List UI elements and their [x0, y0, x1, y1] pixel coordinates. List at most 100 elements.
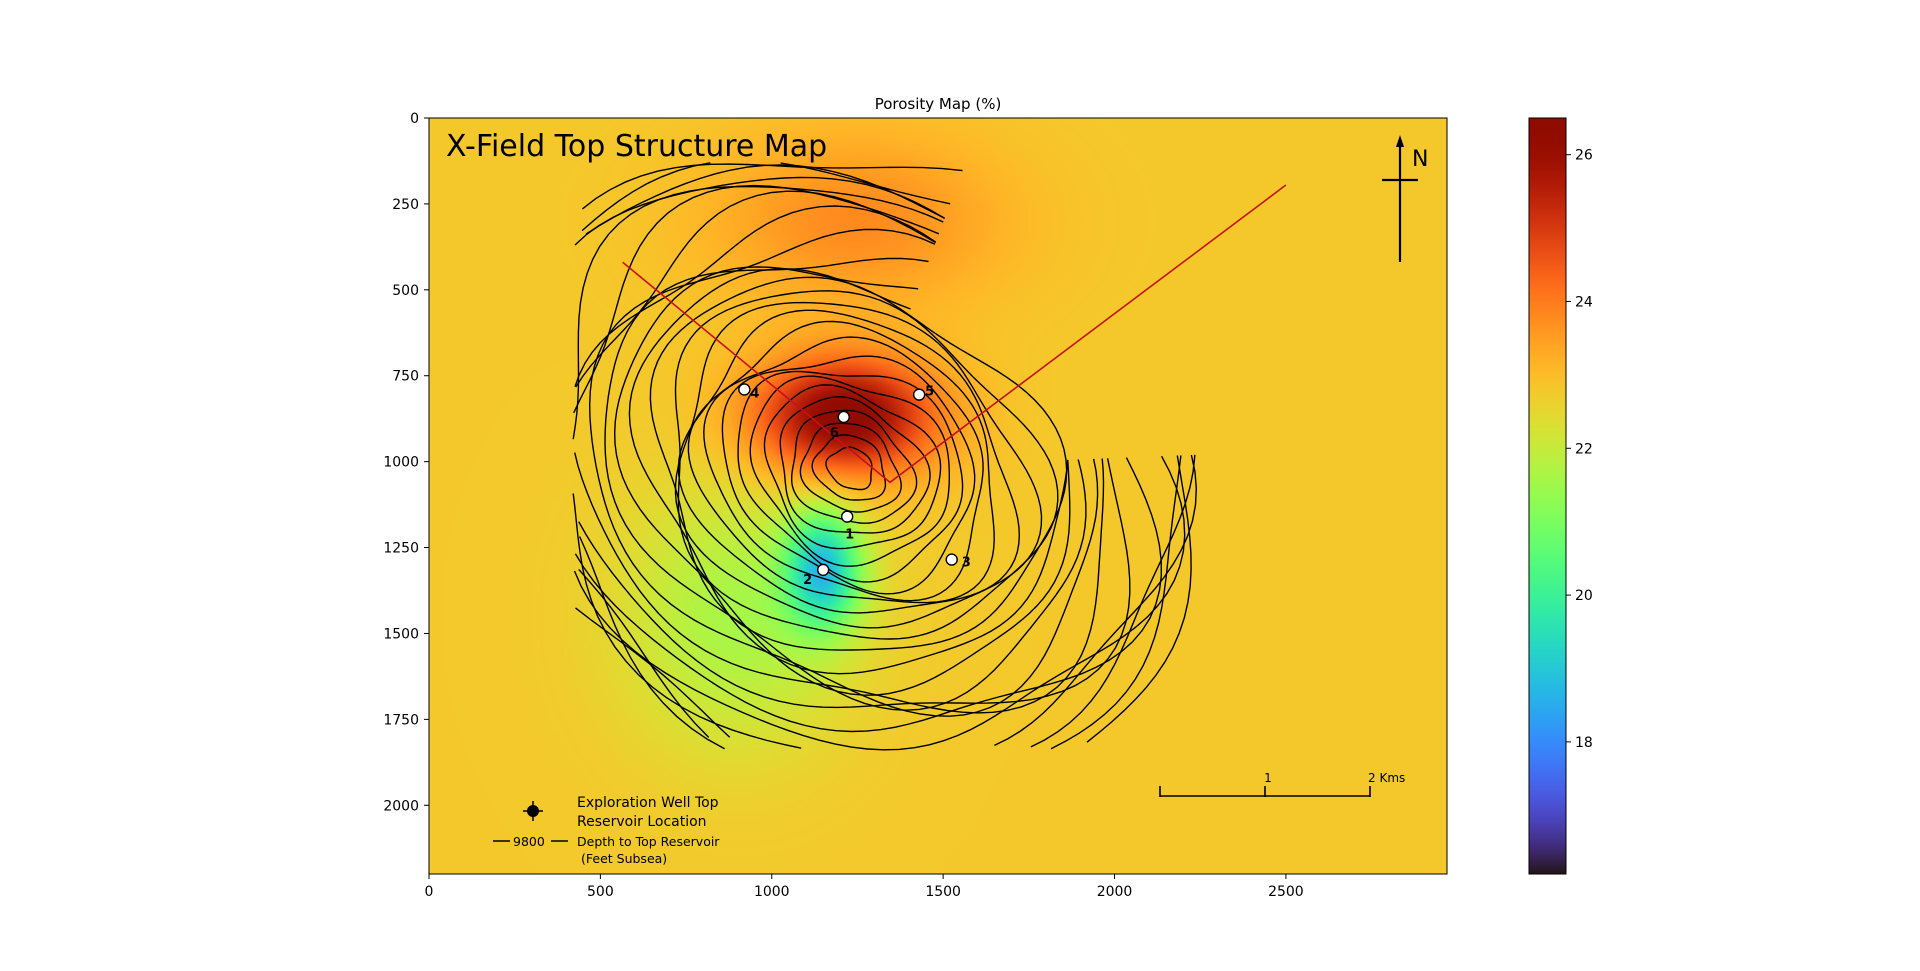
- depth-contour-line: [574, 205, 937, 387]
- y-tick-label: 250: [392, 197, 419, 213]
- well-marker: [837, 410, 850, 424]
- x-tick-label: 1000: [754, 884, 790, 900]
- well-label: 4: [750, 386, 759, 401]
- legend-well-label-2: Reservoir Location: [577, 814, 707, 830]
- depth-contour-line: [578, 536, 725, 750]
- scale-end-label: 2 Kms: [1368, 771, 1405, 785]
- depth-contour-line: [737, 370, 964, 583]
- depth-contour-line: [763, 384, 942, 550]
- depth-contour-line: [1050, 651, 1150, 750]
- colorbar-tick-label: 22: [1575, 441, 1593, 457]
- x-tick-label: 1500: [925, 884, 961, 900]
- depth-contour-line: [578, 521, 1123, 709]
- depth-contour-line: [1048, 459, 1071, 591]
- depth-contour-line: [677, 309, 1021, 614]
- scale-bar: 1 2 Kms: [1159, 771, 1405, 797]
- well-marker: [816, 563, 830, 577]
- legend-contour-label-2: (Feet Subsea): [581, 851, 667, 866]
- depth-contour-line: [1067, 458, 1099, 603]
- x-axis: 0 500 1000 1500 2000 2500: [425, 874, 1304, 900]
- colorbar-tick-label: 24: [1575, 294, 1593, 310]
- depth-contour-line: [1106, 458, 1131, 636]
- y-tick-label: 1250: [383, 541, 419, 557]
- depth-contour-line: [721, 355, 976, 595]
- y-axis: 0 250 500 750 1000 1250 1500 1750 2000: [383, 111, 429, 814]
- colorbar-ticks: 18 20 22 24 26: [1566, 148, 1593, 751]
- depth-contour-line: [573, 184, 940, 414]
- depth-contour-line: [1126, 454, 1196, 639]
- depth-contour-line: [780, 162, 951, 205]
- depth-contour-line: [1086, 661, 1166, 743]
- depth-contours: [572, 162, 1198, 751]
- colorbar-tick-label: 18: [1575, 735, 1593, 751]
- depth-contour-line: [811, 434, 887, 501]
- depth-contour-line: [575, 190, 936, 388]
- y-tick-label: 1750: [383, 712, 419, 728]
- depth-contour-line: [1164, 455, 1192, 663]
- depth-contour-line: [825, 446, 873, 491]
- north-label: N: [1412, 147, 1428, 172]
- depth-contour-line: [578, 568, 710, 738]
- legend-contour-label-1: Depth to Top Reservoir: [577, 834, 720, 849]
- depth-contour-line: [799, 422, 902, 513]
- depth-contour-line: [779, 396, 931, 534]
- x-tick-label: 2500: [1268, 884, 1304, 900]
- chart-title: Porosity Map (%): [875, 95, 1002, 113]
- depth-contour-line: [1092, 458, 1105, 618]
- scale-mid-label: 1: [1264, 771, 1272, 785]
- depth-contour-line: [628, 267, 1038, 675]
- depth-contour-line: [1030, 638, 1128, 748]
- well-label: 2: [803, 573, 812, 588]
- depth-contour-line: [575, 607, 731, 738]
- depth-contour-line: [572, 493, 802, 749]
- well-symbol-icon: [523, 801, 543, 821]
- well-marker: [912, 388, 926, 401]
- depth-contour-line: [994, 631, 1117, 747]
- x-tick-label: 500: [587, 884, 614, 900]
- y-tick-label: 1500: [383, 626, 419, 642]
- north-arrow-icon: N: [1382, 135, 1428, 262]
- depth-contour-line: [604, 257, 1057, 711]
- plot-frame: [428, 117, 1448, 875]
- depth-contour-line: [574, 452, 1095, 714]
- colorbar-gradient: [1529, 118, 1566, 874]
- depth-contour-line: [674, 290, 1059, 640]
- colorbar-tick-label: 26: [1575, 148, 1593, 164]
- depth-contour-line: [572, 185, 944, 440]
- y-tick-label: 2000: [383, 798, 419, 814]
- depth-contour-line: [1055, 459, 1087, 596]
- depth-contour-line: [1036, 459, 1069, 584]
- y-tick-label: 750: [392, 369, 419, 385]
- x-tick-label: 2000: [1097, 884, 1133, 900]
- depth-contour-line: [687, 320, 995, 604]
- depth-contour-line: [1148, 455, 1182, 653]
- depth-contour-line: [1125, 457, 1163, 643]
- colorbar-frame: [1528, 117, 1567, 875]
- depth-contour-line: [1115, 454, 1198, 632]
- depth-contour-line: [791, 409, 918, 524]
- map-title: X-Field Top Structure Map: [446, 129, 827, 164]
- depth-contour-line: [574, 176, 946, 246]
- well-marker: [840, 510, 854, 523]
- well-label: 3: [962, 556, 971, 571]
- well-label: 6: [830, 426, 839, 441]
- y-tick-label: 1000: [383, 455, 419, 471]
- well-label: 5: [925, 385, 934, 400]
- well-marker: [738, 383, 751, 396]
- well-marker: [945, 553, 958, 566]
- well-label: 1: [845, 528, 854, 543]
- y-tick-label: 500: [392, 283, 419, 299]
- x-tick-label: 0: [425, 884, 434, 900]
- porosity-heatmap: [429, 118, 1447, 874]
- colorbar-tick-label: 20: [1575, 588, 1593, 604]
- map-legend: Exploration Well Top Reservoir Location …: [493, 795, 720, 866]
- depth-contour-line: [585, 164, 946, 235]
- fault-line: [622, 184, 1287, 484]
- legend-well-label-1: Exploration Well Top: [577, 795, 719, 811]
- y-tick-label: 0: [410, 111, 419, 127]
- well-markers: 1 2 3 4 5 6: [738, 383, 971, 588]
- depth-contour-line: [649, 276, 1068, 651]
- depth-contour-line: [588, 228, 1069, 717]
- depth-contour-line: [581, 162, 711, 232]
